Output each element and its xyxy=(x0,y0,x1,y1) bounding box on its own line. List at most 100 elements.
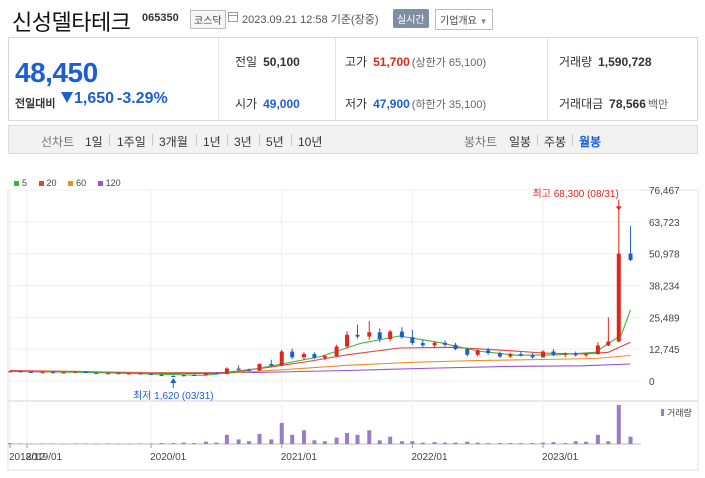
stat-note: (상한가 65,100) xyxy=(411,57,487,69)
stat-label: 거래량 xyxy=(559,55,593,69)
candle-body xyxy=(508,354,513,357)
legend-label: 5 xyxy=(22,178,28,188)
legend-swatch xyxy=(97,181,103,187)
volume-bar xyxy=(573,441,578,444)
volume-bar xyxy=(312,440,317,444)
candle-body xyxy=(159,374,164,377)
company-info-button[interactable]: 기업개요 ▼ xyxy=(435,9,493,30)
volume-bar xyxy=(214,442,219,444)
candle-body xyxy=(214,373,219,375)
realtime-button[interactable]: 실시간 xyxy=(393,9,429,28)
candle-body xyxy=(432,342,437,346)
stat-note: (하한가 35,100) xyxy=(411,99,487,111)
price-change-pct: -3.29% xyxy=(117,90,168,107)
volume-bar xyxy=(301,430,306,444)
volume-bar xyxy=(551,442,556,444)
candle-body xyxy=(105,373,110,375)
stat-open: 시가 49,000 xyxy=(235,95,300,112)
period-daily[interactable]: 일봉 xyxy=(509,135,532,149)
volume-bar xyxy=(443,442,448,444)
candle-body xyxy=(563,353,568,355)
volume-swatch-icon xyxy=(661,409,664,416)
volume-bar xyxy=(606,441,611,444)
volume-bar xyxy=(171,443,176,444)
volume-bar xyxy=(486,443,491,444)
volume-bar xyxy=(334,437,339,444)
y-tick-label: 0 xyxy=(649,377,655,388)
chart-frame xyxy=(7,189,699,471)
candle-body xyxy=(420,343,425,346)
stat-unit: 백만 xyxy=(647,99,669,111)
period-3m[interactable]: 3개월 xyxy=(159,135,188,149)
divider xyxy=(572,134,573,146)
candle-body xyxy=(312,354,317,358)
period-5y[interactable]: 5년 xyxy=(266,135,284,149)
y-tick-label: 12,745 xyxy=(649,345,680,356)
volume-bar xyxy=(584,441,589,444)
current-price-box: 48,450 전일대비 1,650 -3.29% xyxy=(9,38,219,120)
stat-value: 50,100 xyxy=(263,55,300,69)
volume-bar xyxy=(530,443,535,444)
line-chart-label: 선차트 xyxy=(41,135,75,149)
volume-bar xyxy=(628,436,633,444)
legend-label: 20 xyxy=(46,178,57,188)
candle-body xyxy=(51,372,56,374)
ma-line-120 xyxy=(9,363,631,374)
max-annotation: 최고 68,300 (08/31) xyxy=(533,188,619,200)
volume-bar xyxy=(203,441,208,444)
price-change: 1,650 xyxy=(61,90,114,108)
volume-bar xyxy=(224,434,229,444)
candle-chart-label: 봉차트 xyxy=(464,135,498,149)
y-tick-label: 76,467 xyxy=(649,186,680,197)
volume-bar xyxy=(290,434,295,444)
volume-bar xyxy=(388,436,393,444)
ma-line-5 xyxy=(9,309,632,376)
stock-name[interactable]: 신성델타테크 xyxy=(12,10,131,35)
period-1y[interactable]: 1년 xyxy=(203,135,221,149)
volume-bar xyxy=(367,430,372,444)
candle-body xyxy=(497,353,502,357)
legend-ma60[interactable]: 60 xyxy=(68,178,86,188)
stat-label: 고가 xyxy=(345,55,368,69)
legend-ma5[interactable]: 5 xyxy=(14,178,27,188)
stat-low: 저가 47,900 (하한가 35,100) xyxy=(345,95,486,112)
candle-body xyxy=(518,354,523,356)
stat-prev-close: 전일 50,100 xyxy=(235,53,300,70)
stat-value: 78,566 xyxy=(609,97,646,111)
candle-body xyxy=(322,356,327,358)
volume-bar xyxy=(475,442,480,444)
volume-bar xyxy=(322,441,327,444)
candle-body xyxy=(138,373,143,375)
legend-ma20[interactable]: 20 xyxy=(38,178,57,188)
y-tick-label: 38,234 xyxy=(649,281,680,292)
divider xyxy=(259,134,260,146)
divider xyxy=(152,134,153,146)
period-monthly[interactable]: 월봉 xyxy=(579,135,602,149)
candle-body xyxy=(40,372,45,374)
volume-bar xyxy=(192,443,197,444)
volume-bar xyxy=(279,422,284,444)
period-3y[interactable]: 3년 xyxy=(234,135,252,149)
volume-bar xyxy=(453,442,458,444)
volume-bar xyxy=(377,440,382,444)
y-tick-label: 25,489 xyxy=(649,313,680,324)
stat-volume: 거래량 1,590,728 xyxy=(559,53,652,70)
volume-bar xyxy=(563,443,568,444)
period-1d[interactable]: 1일 xyxy=(85,135,103,149)
candle-body xyxy=(616,253,621,342)
candle-body xyxy=(399,331,404,338)
volume-bar xyxy=(236,439,241,444)
legend-ma120[interactable]: 120 xyxy=(97,178,121,188)
divider xyxy=(537,134,538,146)
column-divider xyxy=(335,38,336,120)
candle-body xyxy=(126,373,131,375)
stat-label: 전일 xyxy=(235,55,258,69)
period-10y[interactable]: 10년 xyxy=(298,135,323,149)
legend-swatch xyxy=(68,181,74,187)
candle-body xyxy=(290,351,295,358)
period-1w[interactable]: 1주일 xyxy=(117,135,146,149)
candle-body xyxy=(73,371,78,373)
stat-label: 시가 xyxy=(235,97,258,111)
period-weekly[interactable]: 주봉 xyxy=(544,135,567,149)
